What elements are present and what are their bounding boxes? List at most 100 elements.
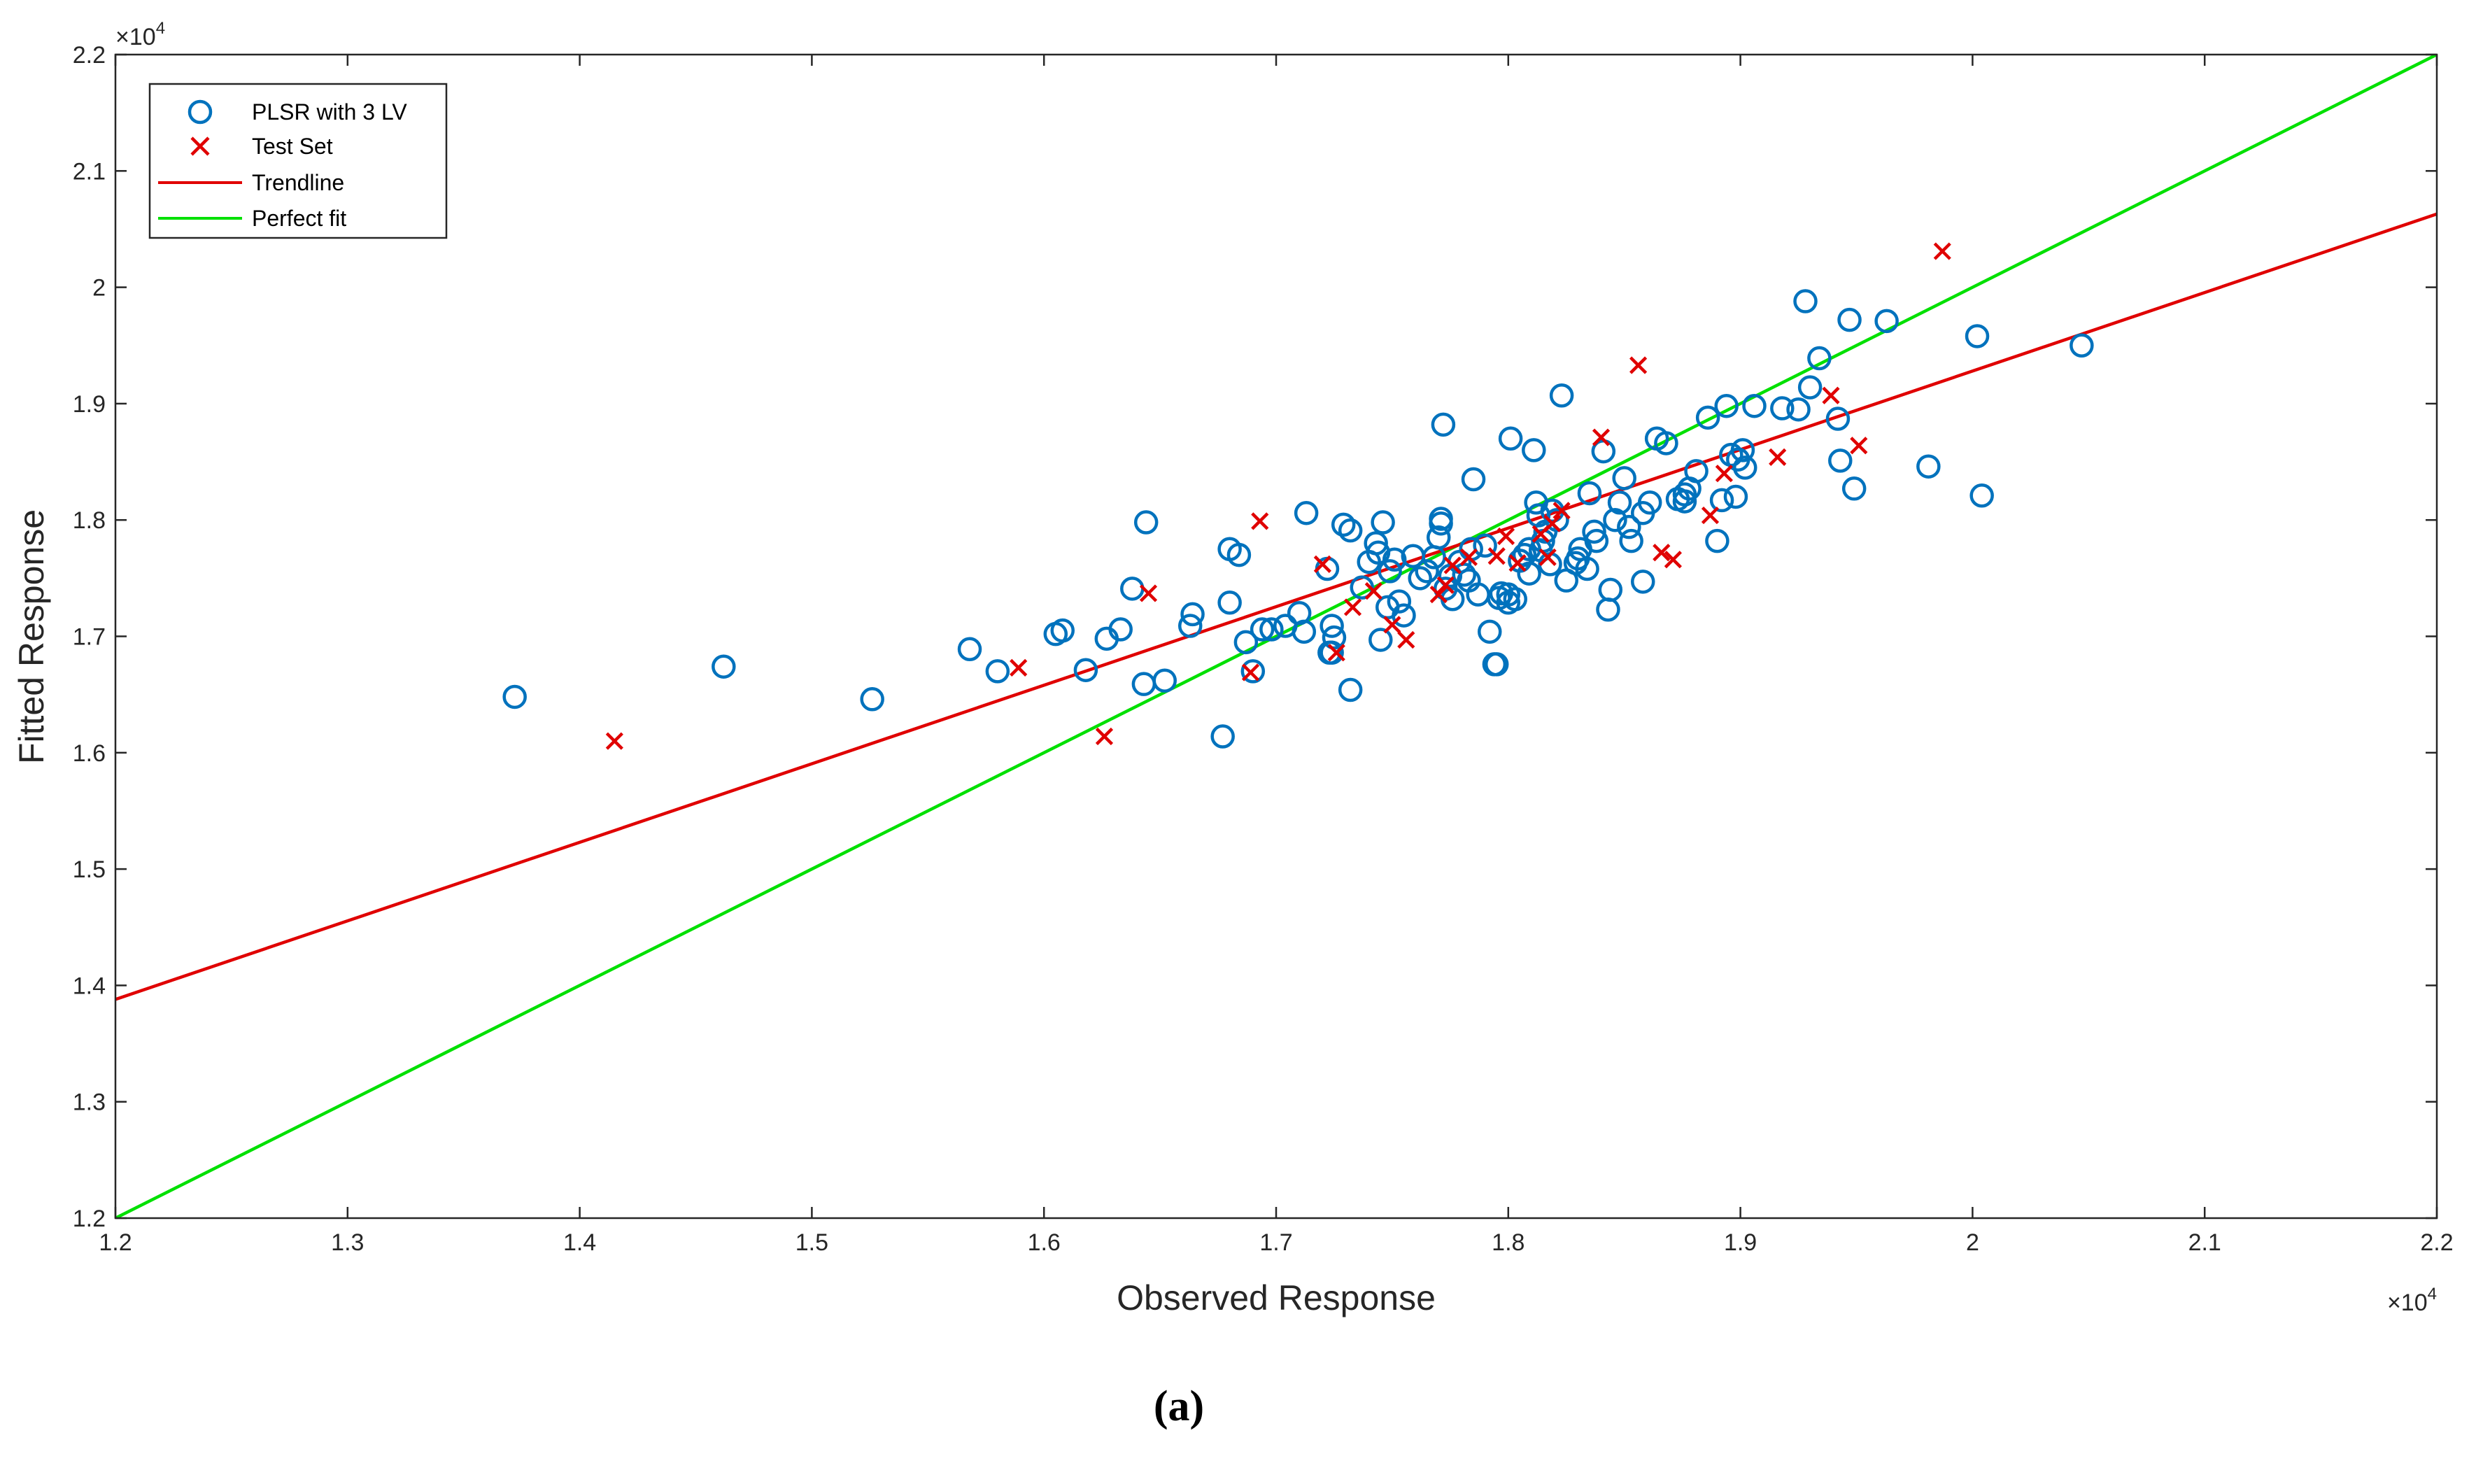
test-set-point xyxy=(1538,548,1557,567)
legend-trendline-label: Trendline xyxy=(252,170,344,195)
plsr-point xyxy=(1259,617,1284,642)
plsr-point xyxy=(1709,488,1734,513)
x-tick-label: 1.3 xyxy=(331,1229,364,1256)
legend-test-marker xyxy=(190,136,210,156)
plsr-point xyxy=(1108,617,1133,642)
legend-item-perfect-fit: Perfect fit xyxy=(158,206,346,231)
plsr-point xyxy=(1807,346,1832,371)
plsr-point xyxy=(1233,630,1259,655)
x-axis-label: Observed Response xyxy=(1117,1278,1436,1317)
y-tick-label: 1.6 xyxy=(73,740,106,767)
plsr-point xyxy=(1575,556,1599,581)
plsr-point xyxy=(712,654,736,679)
test-set-point xyxy=(1487,547,1506,565)
plsr-point xyxy=(1210,724,1235,749)
legend-item-test-set: Test Set xyxy=(190,134,333,159)
plsr-point xyxy=(1503,587,1528,612)
test-set-point xyxy=(1429,586,1448,604)
test-set-point xyxy=(1653,544,1671,562)
plsr-point xyxy=(1705,528,1729,553)
legend: PLSR with 3 LV Test Set Trendline Perfec… xyxy=(148,83,448,239)
plsr-point xyxy=(1378,559,1402,584)
plsr-point xyxy=(1545,507,1569,532)
plsr-point xyxy=(1828,448,1853,473)
plsr-point xyxy=(1672,489,1697,514)
x-exponent: ×104 xyxy=(2387,1285,2437,1316)
test-set-point xyxy=(1592,428,1611,446)
test-set-point xyxy=(1715,465,1733,483)
plsr-point xyxy=(1322,625,1347,650)
test-set-point xyxy=(1095,727,1114,746)
plsr-point xyxy=(1637,490,1662,515)
test-set-point xyxy=(1010,658,1028,677)
plsr-point xyxy=(1654,431,1678,455)
x-tick-label: 1.2 xyxy=(99,1229,132,1256)
plsr-point xyxy=(502,684,527,709)
test-set-point xyxy=(1629,356,1648,374)
plsr-point xyxy=(985,659,1010,684)
plsr-point xyxy=(1392,603,1416,628)
test-set-point xyxy=(1251,512,1269,530)
plsr-point xyxy=(1695,405,1720,430)
fit-lines xyxy=(115,55,2437,1218)
x-tick-label: 1.7 xyxy=(1259,1229,1292,1256)
y-exponent: ×104 xyxy=(115,19,165,50)
plsr-point xyxy=(1338,518,1363,543)
plsr-point xyxy=(1517,537,1541,562)
plsr-point xyxy=(1714,393,1739,418)
plsr-point xyxy=(1619,528,1643,553)
plsr-points xyxy=(502,289,2094,749)
legend-plsr-label: PLSR with 3 LV xyxy=(252,99,407,125)
plsr-point xyxy=(1338,677,1363,702)
test-set-point xyxy=(1313,555,1331,573)
plsr-point xyxy=(1607,490,1632,515)
y-tick-label: 2 xyxy=(92,275,106,302)
plsr-point xyxy=(1478,619,1502,644)
plsr-point xyxy=(1408,566,1432,591)
test-set-point xyxy=(1543,514,1562,532)
legend-plsr-marker xyxy=(188,99,213,125)
plsr-point xyxy=(1177,614,1203,638)
plsr-point xyxy=(1730,438,1755,462)
plsr-point xyxy=(2070,333,2094,358)
test-set-point xyxy=(1436,576,1455,594)
plsr-point xyxy=(1630,570,1655,594)
test-set-point xyxy=(1552,502,1571,520)
y-tick-label: 1.2 xyxy=(73,1206,106,1232)
test-set-point xyxy=(1497,527,1515,546)
plsr-point xyxy=(1226,542,1252,567)
plsr-point xyxy=(1320,614,1344,638)
y-tick-label: 2.2 xyxy=(73,42,106,69)
y-tick-label: 1.4 xyxy=(73,973,106,999)
plsr-point xyxy=(1371,510,1395,535)
y-axis-label: Fitted Response xyxy=(12,509,51,764)
plsr-point xyxy=(1684,459,1709,483)
plsr-point xyxy=(1723,484,1748,509)
plsr-point xyxy=(1549,383,1574,408)
test-set-point xyxy=(1397,630,1415,649)
legend-item-plsr: PLSR with 3 LV xyxy=(188,99,407,125)
test-set-point xyxy=(1822,386,1840,404)
x-tick-label: 1.6 xyxy=(1028,1229,1061,1256)
plsr-point xyxy=(1732,455,1757,480)
legend-perfect-fit-label: Perfect fit xyxy=(252,206,346,231)
plsr-point xyxy=(957,637,982,662)
plot-box xyxy=(114,53,2438,1220)
test-set-point xyxy=(1241,663,1260,681)
plsr-point xyxy=(1473,533,1497,558)
y-tick-label: 2.1 xyxy=(73,158,106,185)
plsr-point xyxy=(1350,575,1375,600)
plsr-point xyxy=(1461,467,1486,492)
x-tick-label: 1.4 xyxy=(563,1229,596,1256)
plsr-point xyxy=(1517,561,1541,586)
y-tick-label: 1.8 xyxy=(73,507,106,534)
x-tick-label: 1.8 xyxy=(1492,1229,1524,1256)
plsr-point xyxy=(1368,628,1393,652)
test-set-point xyxy=(1383,616,1401,634)
legend-item-trendline: Trendline xyxy=(158,170,344,195)
plsr-point xyxy=(1240,659,1266,684)
plsr-point xyxy=(1793,289,1818,313)
test-set-point xyxy=(1933,242,1951,260)
plsr-point xyxy=(1612,466,1636,490)
y-tick-label: 1.3 xyxy=(73,1089,106,1116)
